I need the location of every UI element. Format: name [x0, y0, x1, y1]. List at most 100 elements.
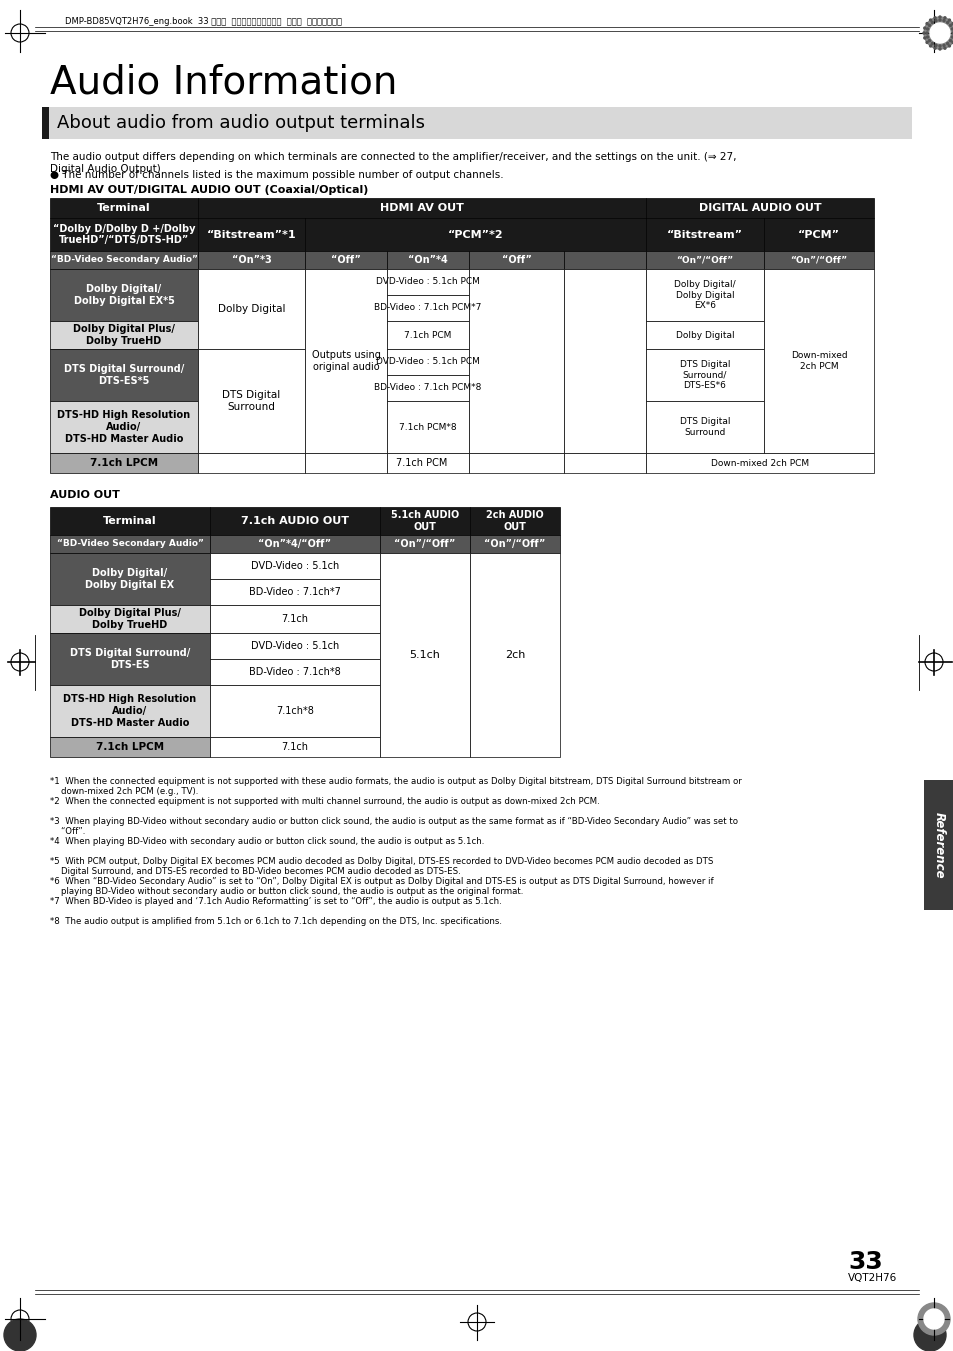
Text: “On”*4/“Off”: “On”*4/“Off” [258, 539, 332, 549]
Bar [469, 453, 563, 473]
Circle shape [923, 32, 924, 34]
Bar [50, 553, 210, 605]
Circle shape [930, 42, 932, 45]
Bar [42, 107, 911, 139]
Text: “On”*3: “On”*3 [232, 255, 271, 265]
Circle shape [923, 27, 924, 30]
Text: 33: 33 [847, 1250, 882, 1274]
Text: DTS Digital
Surround/
DTS-ES*6: DTS Digital Surround/ DTS-ES*6 [679, 361, 729, 390]
Circle shape [925, 36, 927, 38]
Text: HDMI AV OUT/DIGITAL AUDIO OUT (Coaxial/Optical): HDMI AV OUT/DIGITAL AUDIO OUT (Coaxial/O… [50, 185, 368, 195]
Bar [198, 218, 305, 251]
Text: 5.1ch: 5.1ch [409, 650, 440, 661]
Bar [763, 251, 873, 269]
Text: “On”*4: “On”*4 [408, 255, 447, 265]
Circle shape [925, 32, 927, 34]
Text: AUDIO OUT: AUDIO OUT [50, 490, 120, 500]
Text: HDMI AV OUT: HDMI AV OUT [379, 203, 463, 213]
Text: *7  When BD-Video is played and ‘7.1ch Audio Reformatting’ is set to “Off”, the : *7 When BD-Video is played and ‘7.1ch Au… [50, 897, 501, 907]
Text: “BD-Video Secondary Audio”: “BD-Video Secondary Audio” [51, 255, 197, 265]
Bar [645, 218, 763, 251]
Bar [387, 401, 469, 453]
Bar [210, 685, 379, 738]
Text: *2  When the connected equipment is not supported with multi channel surround, t: *2 When the connected equipment is not s… [50, 797, 599, 807]
Text: Down-mixed 2ch PCM: Down-mixed 2ch PCM [710, 458, 808, 467]
Bar [198, 453, 305, 473]
Text: DTS Digital
Surround: DTS Digital Surround [679, 417, 729, 436]
Text: DTS-HD High Resolution
Audio/
DTS-HD Master Audio: DTS-HD High Resolution Audio/ DTS-HD Mas… [57, 411, 191, 443]
Text: “On”/“Off”: “On”/“Off” [484, 539, 545, 549]
Circle shape [942, 45, 944, 46]
Bar [198, 251, 305, 269]
Bar [50, 453, 198, 473]
Bar [387, 295, 469, 322]
Text: “Off”: “Off” [501, 255, 531, 265]
Bar [198, 199, 645, 218]
Text: Audio Information: Audio Information [50, 63, 397, 101]
Text: ● The number of channels listed is the maximum possible number of output channel: ● The number of channels listed is the m… [50, 170, 503, 180]
Bar [50, 634, 210, 685]
Text: Dolby Digital/
Dolby Digital
EX*6: Dolby Digital/ Dolby Digital EX*6 [674, 280, 735, 309]
Text: “On”/“Off”: “On”/“Off” [790, 255, 846, 265]
Text: About audio from audio output terminals: About audio from audio output terminals [57, 113, 424, 132]
Text: Down-mixed
2ch PCM: Down-mixed 2ch PCM [790, 351, 846, 370]
Circle shape [948, 24, 950, 27]
Circle shape [927, 24, 929, 27]
Circle shape [943, 16, 945, 19]
Bar [305, 218, 645, 251]
Bar [50, 685, 210, 738]
Bar [379, 535, 470, 553]
Text: The audio output differs depending on which terminals are connected to the ampli: The audio output differs depending on wh… [50, 153, 736, 173]
Text: Dolby Digital/
Dolby Digital EX*5: Dolby Digital/ Dolby Digital EX*5 [73, 284, 174, 305]
Circle shape [938, 19, 940, 22]
Bar [50, 605, 210, 634]
Bar [645, 251, 763, 269]
Circle shape [942, 20, 944, 22]
Bar [305, 453, 387, 473]
Text: Dolby Digital Plus/
Dolby TrueHD: Dolby Digital Plus/ Dolby TrueHD [73, 324, 174, 346]
Bar [563, 453, 645, 473]
Circle shape [951, 23, 953, 24]
Text: 7.1ch PCM: 7.1ch PCM [395, 458, 447, 467]
Bar [923, 780, 953, 911]
Circle shape [4, 1319, 36, 1351]
Bar [387, 322, 469, 349]
Text: DTS-HD High Resolution
Audio/
DTS-HD Master Audio: DTS-HD High Resolution Audio/ DTS-HD Mas… [63, 694, 196, 728]
Text: DVD-Video : 5.1ch: DVD-Video : 5.1ch [251, 561, 338, 571]
Bar [210, 659, 379, 685]
Bar [50, 269, 198, 322]
Circle shape [930, 22, 932, 23]
Bar [470, 507, 559, 535]
Bar [50, 251, 198, 269]
Text: “BD-Video Secondary Audio”: “BD-Video Secondary Audio” [56, 539, 203, 549]
Text: BD-Video : 7.1ch PCM*7: BD-Video : 7.1ch PCM*7 [374, 304, 481, 312]
Circle shape [928, 19, 931, 22]
Bar [645, 453, 873, 473]
Bar [645, 349, 763, 401]
Text: “On”/“Off”: “On”/“Off” [676, 255, 733, 265]
Bar [50, 349, 198, 401]
Circle shape [948, 39, 950, 42]
Text: Dolby Digital: Dolby Digital [675, 331, 734, 339]
Text: “PCM”: “PCM” [797, 230, 840, 239]
Bar [50, 322, 198, 349]
Text: *6  When “BD-Video Secondary Audio” is set to “On”, Dolby Digital EX is output a: *6 When “BD-Video Secondary Audio” is se… [50, 877, 713, 897]
Bar [50, 535, 210, 553]
Circle shape [925, 28, 927, 30]
Text: BD-Video : 7.1ch PCM*8: BD-Video : 7.1ch PCM*8 [374, 384, 481, 393]
Circle shape [947, 19, 949, 22]
Bar [387, 269, 469, 295]
Text: BD-Video : 7.1ch*8: BD-Video : 7.1ch*8 [249, 667, 340, 677]
Bar [470, 553, 559, 757]
Bar [387, 251, 469, 269]
Text: Terminal: Terminal [103, 516, 156, 526]
Bar [210, 507, 379, 535]
Circle shape [951, 32, 953, 34]
Bar [563, 269, 645, 453]
Text: “On”/“Off”: “On”/“Off” [394, 539, 456, 549]
Bar [763, 218, 873, 251]
Text: Dolby Digital/
Dolby Digital EX: Dolby Digital/ Dolby Digital EX [86, 569, 174, 590]
Circle shape [951, 42, 953, 43]
Text: 2ch AUDIO
OUT: 2ch AUDIO OUT [486, 511, 543, 532]
Bar [50, 199, 198, 218]
